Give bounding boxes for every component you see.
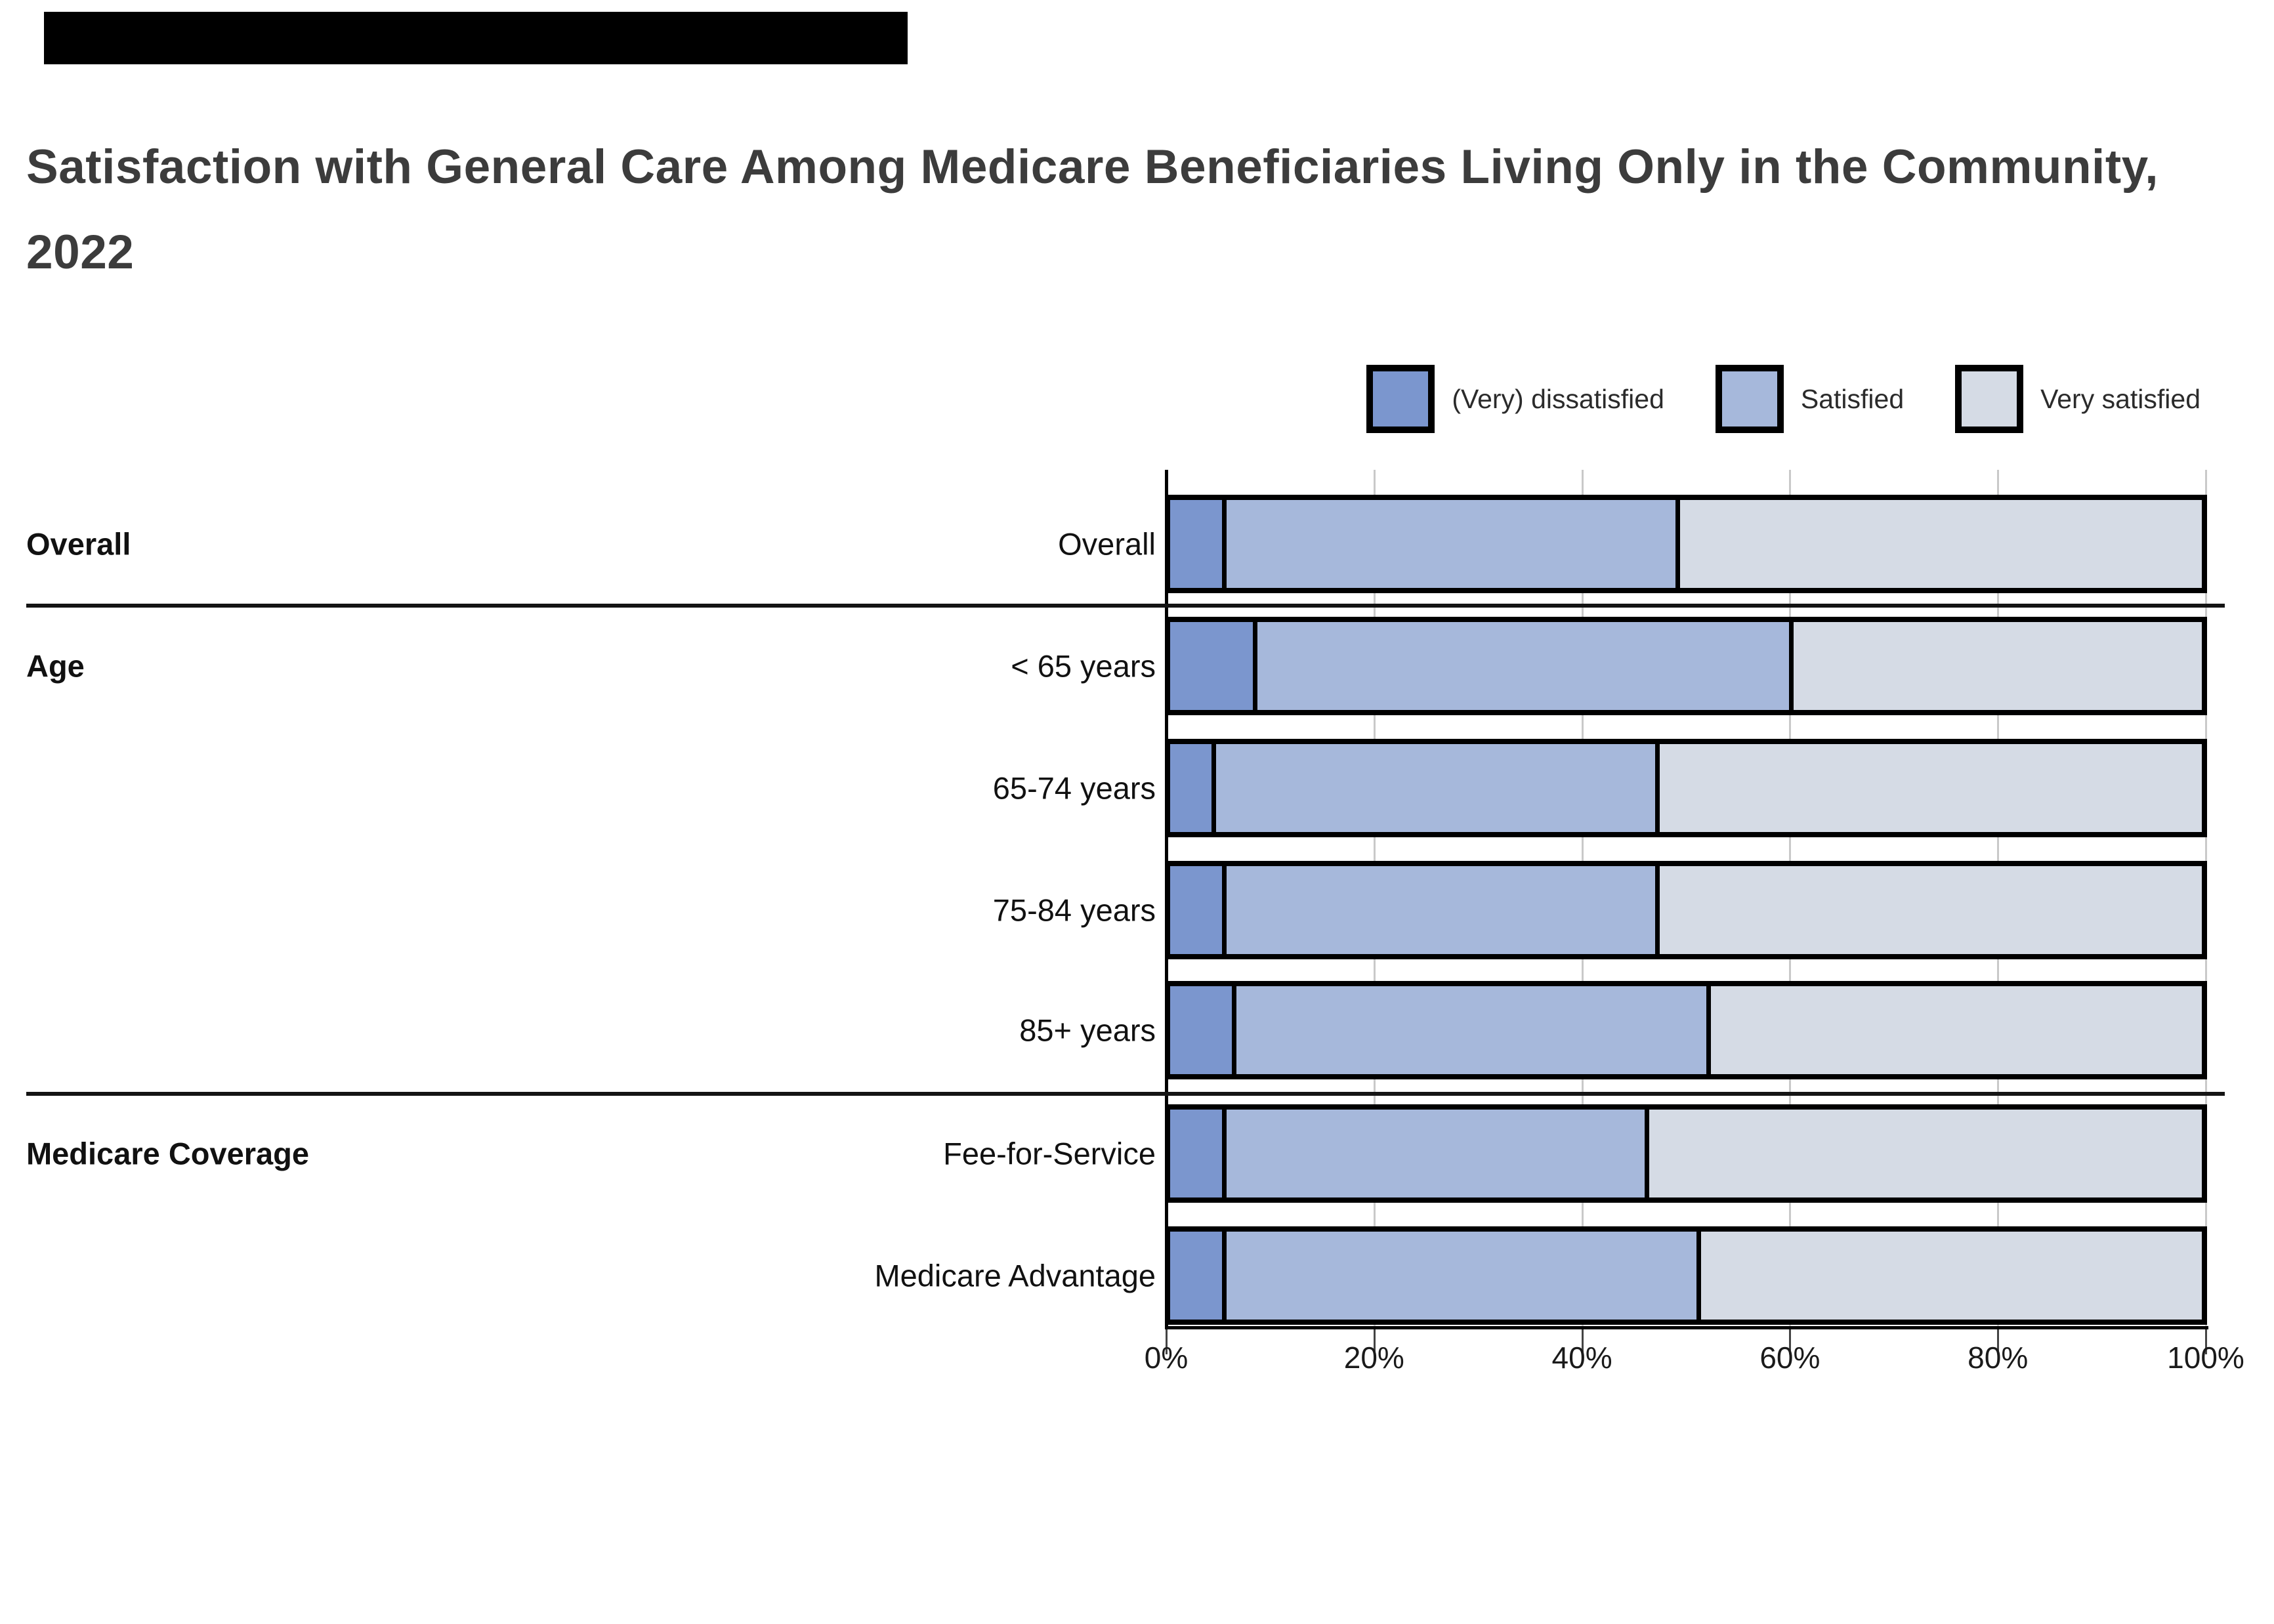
legend-item-dissatisfied: (Very) dissatisfied [1366, 365, 1664, 433]
x-tick-label: 80% [1968, 1341, 2029, 1375]
bar-segment [1170, 744, 1211, 832]
bar-segment [1232, 986, 1707, 1074]
legend-swatch-satisfied-icon [1715, 365, 1784, 433]
bar-row [1165, 1226, 2207, 1325]
chart-title: Satisfaction with General Care Among Med… [26, 140, 2159, 279]
bar-segment [1252, 622, 1790, 710]
x-tick-label: 20% [1343, 1341, 1404, 1375]
row-label: 75-84 years [992, 892, 1156, 928]
bar-segment [1170, 866, 1222, 954]
row-label: Fee-for-Service [943, 1136, 1156, 1171]
x-tick-label: 100% [2167, 1341, 2244, 1375]
bar-row [1165, 861, 2207, 959]
bar-segment [1211, 744, 1655, 832]
bar-segment [1170, 1110, 1222, 1197]
bar-row [1165, 1104, 2207, 1203]
x-tick-mark [1373, 1329, 1376, 1354]
row-label: Overall [1058, 526, 1156, 562]
x-tick-label: 40% [1551, 1341, 1612, 1375]
x-tick-mark [2205, 1329, 2207, 1354]
bar-segment [1170, 1232, 1222, 1320]
bar-segment [1654, 744, 2202, 832]
legend-label: Satisfied [1800, 383, 1905, 414]
bar-segment [1654, 866, 2202, 954]
legend-swatch-very-satisfied-icon [1955, 365, 2024, 433]
group-separator-line [26, 604, 2225, 608]
bar-segment [1696, 1232, 2202, 1320]
top-black-banner [44, 12, 908, 64]
x-tick-label: 0% [1144, 1341, 1189, 1375]
row-label: 85+ years [1019, 1012, 1156, 1048]
legend-label: (Very) dissatisfied [1452, 383, 1664, 414]
row-label: < 65 years [1011, 648, 1156, 684]
bar-segment [1170, 622, 1253, 710]
legend-label: Very satisfied [2040, 383, 2200, 414]
group-label: Medicare Coverage [26, 1136, 310, 1171]
bar-segment [1706, 986, 2202, 1074]
bar-segment [1170, 986, 1232, 1074]
group-separator-line [26, 1092, 2225, 1096]
bar-segment [1789, 622, 2202, 710]
legend-item-satisfied: Satisfied [1715, 365, 1905, 433]
bar-segment [1221, 866, 1655, 954]
bar-segment [1221, 1110, 1645, 1197]
row-label: 65-74 years [992, 770, 1156, 806]
legend: (Very) dissatisfied Satisfied Very satis… [1315, 365, 2200, 433]
group-label: Overall [26, 526, 131, 562]
legend-swatch-dissatisfied-icon [1366, 365, 1435, 433]
group-label: Age [26, 648, 85, 684]
bar-segment [1221, 1232, 1696, 1320]
x-tick-mark [1789, 1329, 1792, 1354]
x-tick-mark [1166, 1329, 1168, 1354]
row-label: Medicare Advantage [874, 1258, 1156, 1293]
bar-row [1165, 739, 2207, 837]
bar-segment [1221, 500, 1676, 588]
x-axis-line [1165, 1326, 2208, 1329]
bar-row [1165, 981, 2207, 1079]
x-tick-mark [1997, 1329, 2000, 1354]
bar-segment [1170, 500, 1222, 588]
bar-segment [1645, 1110, 2202, 1197]
bar-segment [1675, 500, 2202, 588]
x-tick-mark [1581, 1329, 1584, 1354]
bar-row [1165, 617, 2207, 715]
x-tick-label: 60% [1759, 1341, 1821, 1375]
bar-row [1165, 495, 2207, 593]
legend-item-very-satisfied: Very satisfied [1955, 365, 2200, 433]
